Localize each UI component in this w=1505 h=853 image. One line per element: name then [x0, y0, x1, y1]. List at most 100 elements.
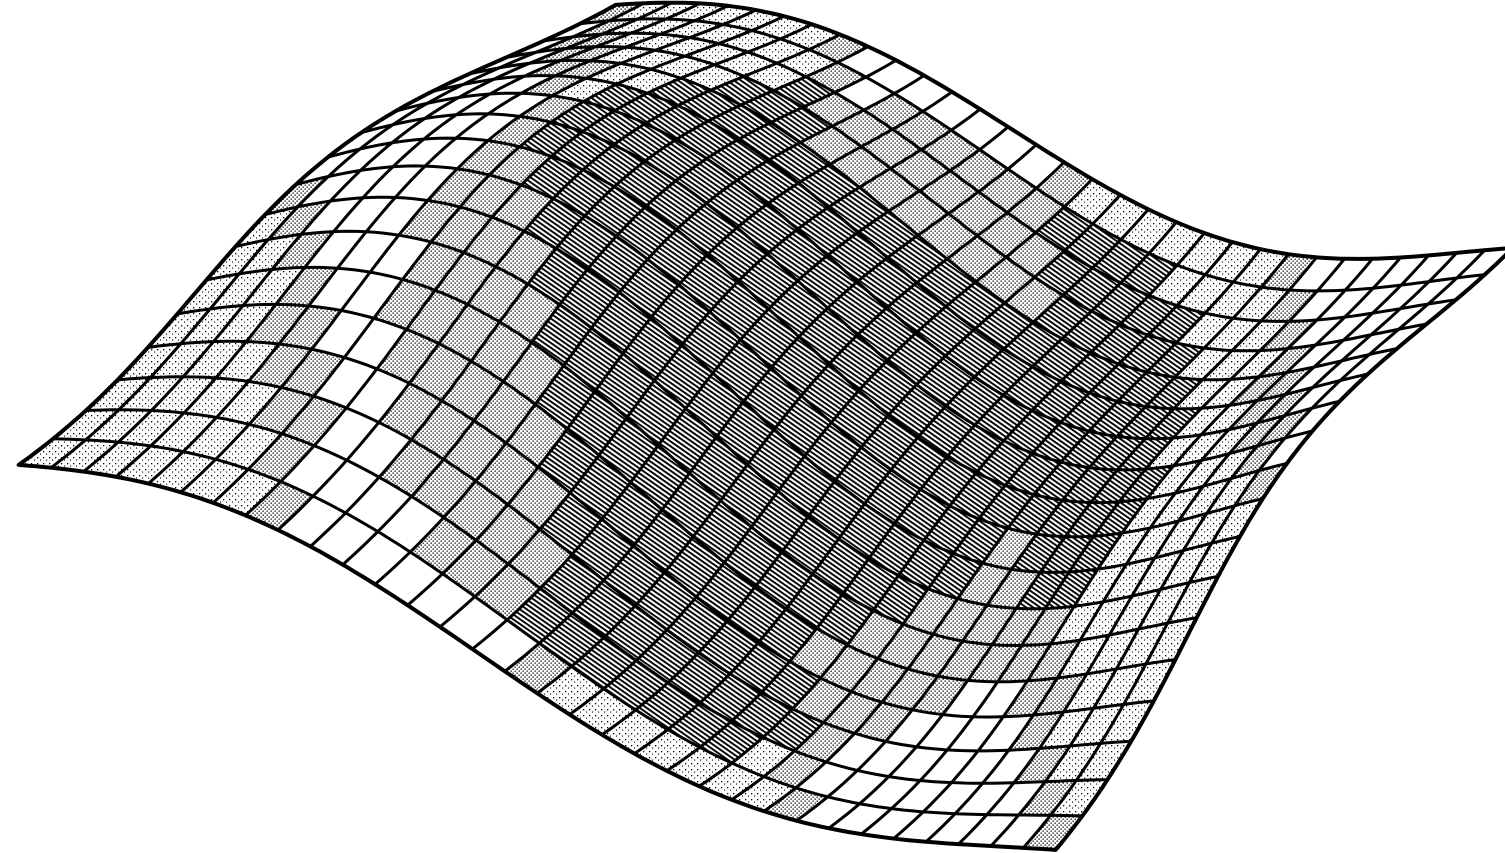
- surface-cell: [443, 420, 507, 481]
- surface-cell: [361, 103, 428, 133]
- surface-cell: [1103, 557, 1155, 602]
- surface-cell: [888, 746, 948, 781]
- surface-cell: [457, 140, 520, 175]
- surface-cell: [907, 634, 963, 677]
- surface-cell: [1086, 629, 1139, 674]
- surface-cell: [210, 269, 272, 309]
- surface-cell: [360, 139, 424, 171]
- surface-cell: [1076, 741, 1132, 781]
- surface-cell: [150, 412, 217, 452]
- surface-cell: [1063, 267, 1121, 312]
- surface-cell: [595, 33, 661, 48]
- surface-cell: [300, 197, 363, 235]
- surface-cell: [812, 538, 869, 594]
- surface-cell: [391, 114, 457, 143]
- surface-cell: [313, 357, 377, 408]
- surface-cells: [18, 2, 1505, 850]
- surface-cell: [1003, 410, 1061, 454]
- surface-cell: [655, 37, 719, 57]
- surface-cell: [1256, 387, 1313, 424]
- surface-cell: [1233, 287, 1290, 321]
- surface-cell: [1003, 322, 1062, 367]
- surface-cell: [425, 138, 488, 169]
- surface-cell: [362, 166, 426, 198]
- surface-cell: [1231, 438, 1285, 479]
- surface-cell: [1176, 313, 1234, 348]
- surface-cell: [926, 813, 987, 845]
- surface-cell: [1204, 318, 1262, 351]
- surface-cell: [424, 94, 490, 119]
- surface-cell: [398, 200, 460, 242]
- surface-cell: [891, 780, 952, 812]
- surface-cell: [376, 329, 439, 384]
- grid-line-v: [468, 58, 1398, 382]
- surface-cell: [359, 118, 425, 150]
- surface-cell: [920, 749, 978, 783]
- surface-cell: [1289, 290, 1346, 322]
- surface-cell: [967, 644, 1022, 682]
- surface-cell: [947, 425, 1004, 473]
- surface-cell: [1257, 367, 1314, 401]
- surface-cell: [1126, 521, 1179, 565]
- surface-cell: [1092, 194, 1149, 240]
- surface-cell: [1148, 305, 1206, 343]
- surface-cell: [216, 381, 282, 425]
- surface-cell: [957, 563, 1012, 606]
- grid-line-v: [85, 408, 1108, 785]
- surface-cell: [529, 46, 596, 64]
- surface-cell: [213, 304, 276, 342]
- surface-cell: [689, 24, 752, 44]
- surface-cell: [731, 737, 795, 777]
- surface-cell: [1178, 478, 1232, 521]
- surface-cell: [763, 750, 826, 788]
- surface-cell: [868, 523, 924, 576]
- surface-cell: [524, 60, 591, 77]
- surface-cell: [1063, 669, 1117, 712]
- surface-cell: [1008, 711, 1064, 751]
- surface-cell: [538, 429, 599, 493]
- surface-cell: [248, 344, 312, 388]
- surface-cell: [1400, 277, 1457, 309]
- surface-cell: [435, 252, 496, 305]
- surface-cell: [462, 63, 530, 85]
- surface-cell: [949, 472, 1006, 519]
- surface-cell: [847, 610, 904, 659]
- surface-cell: [1201, 423, 1257, 461]
- surface-cell: [333, 197, 396, 232]
- surface-cell: [699, 673, 762, 722]
- surface-cell: [555, 60, 621, 79]
- surface-cell: [1039, 708, 1094, 749]
- surface-cell: [1173, 379, 1231, 409]
- surface-cell: [1145, 617, 1197, 664]
- surface-cell: [823, 691, 882, 734]
- surface-cell: [1062, 311, 1120, 353]
- surface-cell: [1023, 815, 1083, 850]
- surface-cell: [1045, 743, 1101, 782]
- surface-cell: [330, 166, 393, 202]
- surface-cell: [608, 2, 672, 21]
- surface-cell: [1016, 571, 1070, 609]
- surface-cell: [1003, 678, 1058, 717]
- surface-cell: [1456, 248, 1505, 278]
- surface-cell: [1211, 498, 1263, 544]
- surface-cell: [761, 661, 821, 709]
- surface-cell: [1174, 348, 1233, 380]
- surface-cell: [1040, 536, 1094, 573]
- surface-cell: [177, 273, 240, 314]
- surface-cell: [583, 84, 648, 111]
- surface-cell: [1341, 329, 1399, 361]
- surface-cell: [947, 716, 1004, 751]
- surface-cell: [826, 733, 886, 771]
- surface-cell: [992, 608, 1046, 646]
- surface-cell: [1312, 354, 1370, 388]
- grid-line-v: [264, 195, 1241, 574]
- surface-cell: [366, 197, 428, 236]
- surface-cell: [820, 645, 878, 692]
- surface-cell: [1091, 282, 1149, 325]
- surface-cell: [438, 304, 500, 362]
- surface-cell: [1205, 282, 1262, 319]
- surface-cell: [239, 234, 301, 274]
- surface-cell: [1089, 436, 1146, 470]
- surface-cell: [974, 395, 1032, 441]
- grid-line-v: [360, 112, 1313, 472]
